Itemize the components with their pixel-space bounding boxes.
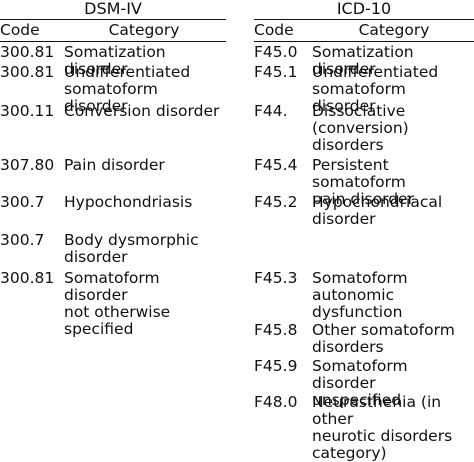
category-cell: Conversion disorder bbox=[64, 102, 220, 120]
category-cell: Hypochondriacal disorder bbox=[312, 193, 443, 228]
category-cell: Somatoform disorder unspecified bbox=[312, 357, 408, 409]
icd-header-rule bbox=[254, 41, 474, 42]
code-cell: F45.3 bbox=[254, 269, 298, 287]
category-cell: Hypochondriasis bbox=[64, 193, 193, 211]
category-cell: Somatoform disorder not otherwise specif… bbox=[64, 269, 171, 338]
code-cell: F48.0 bbox=[254, 393, 298, 411]
code-cell: 300.7 bbox=[0, 231, 45, 249]
dsm-top-rule bbox=[0, 19, 226, 20]
code-cell: 300.7 bbox=[0, 193, 45, 211]
icd-category-header: Category bbox=[358, 21, 430, 39]
category-cell: Somatization disorder bbox=[64, 43, 166, 78]
category-cell: Other somatoform disorders bbox=[312, 321, 455, 356]
category-cell: Pain disorder bbox=[64, 156, 165, 174]
category-cell: Body dysmorphic disorder bbox=[64, 231, 199, 266]
category-cell: Undifferentiated somatoform disorder bbox=[64, 63, 191, 115]
dsm-category-header: Category bbox=[108, 21, 180, 39]
dsm-header-rule bbox=[0, 41, 226, 42]
code-cell: 307.80 bbox=[0, 156, 55, 174]
code-cell: 300.81 bbox=[0, 269, 55, 287]
code-cell: F45.0 bbox=[254, 43, 298, 61]
code-cell: F45.1 bbox=[254, 63, 298, 81]
code-cell: 300.11 bbox=[0, 102, 55, 120]
category-cell: Dissociative (conversion) disorders bbox=[312, 102, 409, 154]
code-cell: 300.81 bbox=[0, 43, 55, 61]
category-cell: Persistent somatoform pain disorder bbox=[312, 156, 414, 208]
code-cell: F45.8 bbox=[254, 321, 298, 339]
category-cell: Somatoform autonomic dysfunction bbox=[312, 269, 408, 321]
code-cell: F45.4 bbox=[254, 156, 298, 174]
icd-top-rule bbox=[254, 19, 474, 20]
code-cell: 300.81 bbox=[0, 63, 55, 81]
category-cell: Somatization disorder bbox=[312, 43, 414, 78]
icd-code-header: Code bbox=[254, 21, 294, 39]
dsm-iv-title: DSM-IV bbox=[84, 0, 142, 18]
code-cell: F44. bbox=[254, 102, 288, 120]
dsm-code-header: Code bbox=[0, 21, 40, 39]
code-cell: F45.2 bbox=[254, 193, 298, 211]
category-cell: Undifferentiated somatoform disorder bbox=[312, 63, 439, 115]
icd-10-title: ICD-10 bbox=[336, 0, 392, 18]
category-cell: Neurasthenia (in other neurotic disorder… bbox=[312, 393, 453, 462]
code-cell: F45.9 bbox=[254, 357, 298, 375]
